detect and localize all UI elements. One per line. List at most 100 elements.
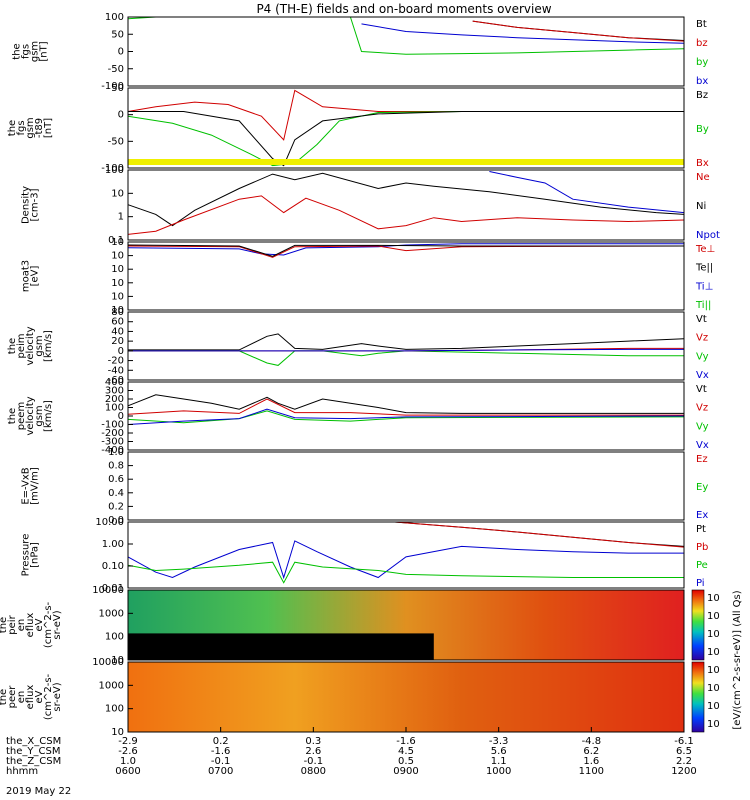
legend-label: by — [696, 57, 708, 68]
ephemeris-table: -2.9-2.61.006000.2-1.6-0.107000.32.6-0.1… — [6, 727, 697, 777]
ytick-label: 10000 — [92, 585, 124, 596]
legend-label: Bz — [696, 90, 708, 101]
ytick-label: 100 — [105, 632, 124, 643]
panel-frame — [127, 521, 685, 589]
ylabel-line: [nPa] — [30, 542, 41, 568]
ytick-label: -100 — [101, 163, 124, 174]
series-line-bx — [361, 23, 685, 44]
ytick-label: 1 — [118, 212, 124, 223]
ytick-label: 10 — [111, 251, 124, 262]
legend-label: Vz — [696, 403, 708, 414]
ytick-label: 100 — [105, 403, 124, 414]
ephemeris-value: 0800 — [301, 766, 326, 777]
legend-label: Ey — [696, 482, 708, 493]
ylabel-line: (cm^2-s- — [43, 601, 54, 648]
ytick-label: 100 — [105, 12, 124, 23]
ylabel-line: the — [12, 43, 23, 59]
panel-peir_eflux: thepeirenefluxeV(cm^2-s-sr-eV)1010101010… — [0, 585, 720, 666]
panel-frame — [127, 589, 685, 661]
ytick-label: 60 — [111, 317, 124, 328]
ytick-label: 0 — [118, 346, 124, 357]
ylabel-line: the — [7, 120, 18, 136]
series-line-Te⊥ — [127, 245, 685, 258]
legend-label: Bt — [696, 19, 707, 30]
ytick-label: 10 — [111, 237, 124, 248]
ylabel-line: [nT] — [43, 118, 54, 138]
ylabel-line: fgs — [21, 44, 32, 59]
ylabel-line: the — [7, 408, 18, 424]
colorbar-tick-label: 10 — [707, 665, 720, 676]
ylabel-line: fgs — [16, 120, 27, 135]
ylabel-line: eflux — [25, 613, 36, 638]
ephemeris-value: 0.5 — [398, 756, 414, 767]
panel-ylabel: moat3[eV] — [21, 260, 41, 292]
series-line-Bt — [472, 20, 685, 41]
ytick-label: 10 — [111, 264, 124, 275]
ylabel-line: the — [7, 338, 18, 354]
ephemeris-value: -1.6 — [396, 736, 416, 747]
ytick-label: 0.8 — [108, 461, 124, 472]
ephemeris-value: 1200 — [671, 766, 696, 777]
ylabel-line: eV — [34, 690, 45, 703]
ylabel-line: peir — [7, 614, 18, 634]
ytick-label: -50 — [108, 136, 124, 147]
panel-density: Density[cm-3] 100 10 1 0.1 Ne Ni Npot — [21, 165, 720, 246]
legend-label: Vt — [696, 314, 707, 325]
ytick-label: 0 — [118, 47, 124, 58]
legend-label: Vx — [696, 370, 709, 381]
ytick-label: 40 — [111, 326, 124, 337]
ylabel-line: gsm — [30, 41, 41, 62]
legend-label: bx — [696, 76, 708, 87]
ephemeris-value: 6.5 — [676, 746, 692, 757]
ytick-label: 0.0 — [108, 515, 124, 526]
series-line-Vy — [127, 410, 685, 424]
ylabel-line: Pressure — [21, 534, 32, 577]
ephemeris-value: -0.1 — [211, 756, 231, 767]
series-line-Te|| — [127, 244, 684, 257]
ytick-label: -400 — [101, 445, 124, 456]
ytick-label: 0.01 — [102, 583, 124, 594]
ylabel-line: sr-eV) — [52, 682, 63, 711]
ytick-label: 0.2 — [108, 501, 124, 512]
panel-temperature: moat3[eV] 10 10 10 10 10 10 Te⊥ Te|| Ti⊥ Ti|| — [21, 237, 716, 316]
legend-label: Vy — [696, 351, 709, 362]
ytick-label: 10.00 — [95, 517, 124, 528]
ytick-label: 100 — [105, 165, 124, 176]
ephemeris-value: 1100 — [579, 766, 604, 777]
ephemeris-value: 2.2 — [676, 756, 692, 767]
panel-frame — [127, 451, 685, 521]
series-line-bz — [472, 20, 685, 42]
colorbar-tick-label: 10 — [707, 611, 720, 622]
ephemeris-value: -4.8 — [582, 736, 602, 747]
legend-label: Vy — [696, 421, 709, 432]
legend-label: Ti⊥ — [695, 281, 713, 292]
ephemeris-row-label: the_X_CSM — [6, 736, 61, 747]
ephemeris-row-label: the_Y_CSM — [6, 746, 60, 757]
ephemeris-value: -2.6 — [118, 746, 138, 757]
ylabel-line: E=-VxB — [21, 467, 32, 504]
ephemeris-value: -3.3 — [489, 736, 509, 747]
ephemeris-value: -2.9 — [118, 736, 138, 747]
ephemeris-value: 0.2 — [213, 736, 229, 747]
ephemeris-value: 0.3 — [305, 736, 321, 747]
panel-frame — [127, 241, 685, 311]
ylabel-line: velocity — [25, 396, 36, 435]
legend-label: Bx — [696, 158, 709, 169]
series-line-Bx — [127, 89, 684, 141]
series-line-Bz — [128, 111, 684, 167]
series-line-Pb — [394, 521, 685, 548]
colorbar-tick-label: 10 — [707, 719, 720, 730]
series-line-Pe — [127, 561, 684, 584]
panels: thefgsgsm[nT]100500-50-100Btbzbybxthefgs… — [0, 12, 720, 738]
ytick-label: 1000 — [99, 680, 124, 691]
ylabel-line: eV — [34, 618, 45, 631]
ephemeris-value: 1.6 — [583, 756, 599, 767]
series-line-Ni — [127, 172, 685, 227]
series-line-by — [127, 16, 685, 55]
yellow-bar — [128, 159, 684, 165]
legend-label: bz — [696, 38, 708, 49]
ephemeris-value: 1.0 — [120, 756, 136, 767]
